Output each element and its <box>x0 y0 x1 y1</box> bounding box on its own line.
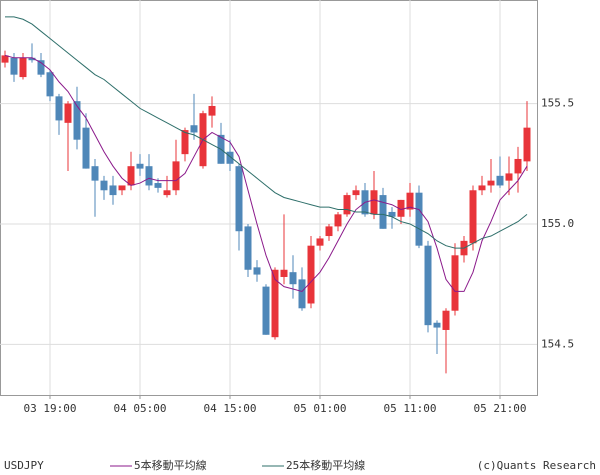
grid: 154.5 155.0 155.5 03 19:00 04 05:00 04 15:00 0… <box>0 0 574 415</box>
candle-body <box>109 185 117 196</box>
candle-body <box>82 127 90 169</box>
candle-body <box>91 166 99 181</box>
candle-body <box>370 190 378 215</box>
candle-body <box>73 101 81 140</box>
candle-body <box>226 151 234 164</box>
candle-body <box>46 72 54 97</box>
candle-body <box>415 192 423 246</box>
candle-body <box>433 322 441 328</box>
candle-body <box>316 238 324 246</box>
candle-body <box>127 166 135 186</box>
candle-body <box>424 245 432 326</box>
legend-label: 5本移動平均線 <box>134 458 207 472</box>
candle-body <box>244 226 252 270</box>
y-tick-label: 155.0 <box>541 217 574 230</box>
candle-body <box>406 192 414 210</box>
candle-body <box>1 55 9 63</box>
candle-body <box>190 125 198 133</box>
candle-body <box>136 163 144 169</box>
x-tick-label: 05 11:00 <box>384 402 437 415</box>
x-tick-label: 05 01:00 <box>294 402 347 415</box>
candle-body <box>55 96 63 121</box>
candle-body <box>253 267 261 275</box>
candle-body <box>289 272 297 285</box>
candle-body <box>100 180 108 191</box>
candle-body <box>298 279 306 309</box>
ma-line <box>4 54 528 292</box>
candle-body <box>505 173 513 181</box>
candle-body <box>343 195 351 215</box>
candle-body <box>325 226 333 237</box>
y-tick-label: 154.5 <box>541 337 574 350</box>
candle-body <box>10 57 18 75</box>
candle-body <box>469 190 477 244</box>
candle-body <box>235 166 243 232</box>
candle-body <box>514 158 522 174</box>
candle-body <box>19 57 27 78</box>
candle-body <box>487 180 495 186</box>
symbol: USDJPY <box>4 459 44 472</box>
candle-body <box>154 183 162 188</box>
x-tick-label: 03 19:00 <box>24 402 77 415</box>
legend-label: 25本移動平均線 <box>286 458 365 472</box>
candle-body <box>478 185 486 191</box>
ma-line <box>5 16 528 249</box>
candle-body <box>163 190 171 196</box>
x-tick-label: 04 15:00 <box>204 402 257 415</box>
candle-body <box>37 60 45 75</box>
x-tick-label: 04 05:00 <box>114 402 167 415</box>
candle-body <box>523 127 531 162</box>
candle-body <box>262 286 270 335</box>
candle-body <box>397 199 405 217</box>
candle-body <box>64 103 72 123</box>
marks <box>1 16 531 374</box>
candle-body <box>307 245 315 304</box>
candle-body <box>379 195 387 229</box>
candle-body <box>352 190 360 196</box>
credit: (c)Quants Research <box>477 459 596 472</box>
candle-body <box>118 185 126 191</box>
y-tick-label: 155.5 <box>541 97 574 110</box>
candle-body <box>388 211 396 217</box>
candle-body <box>442 310 450 330</box>
plot-frame <box>0 0 538 396</box>
candle-body <box>28 57 36 61</box>
candle-body <box>208 105 216 116</box>
x-tick-label: 05 21:00 <box>474 402 527 415</box>
candle-body <box>496 175 504 186</box>
candle-body <box>271 269 279 338</box>
candle-body <box>334 214 342 227</box>
candle-body <box>280 269 288 277</box>
candle-body <box>172 161 180 191</box>
candle-body <box>451 255 459 311</box>
candle-body <box>145 166 153 186</box>
candle-body <box>181 130 189 155</box>
